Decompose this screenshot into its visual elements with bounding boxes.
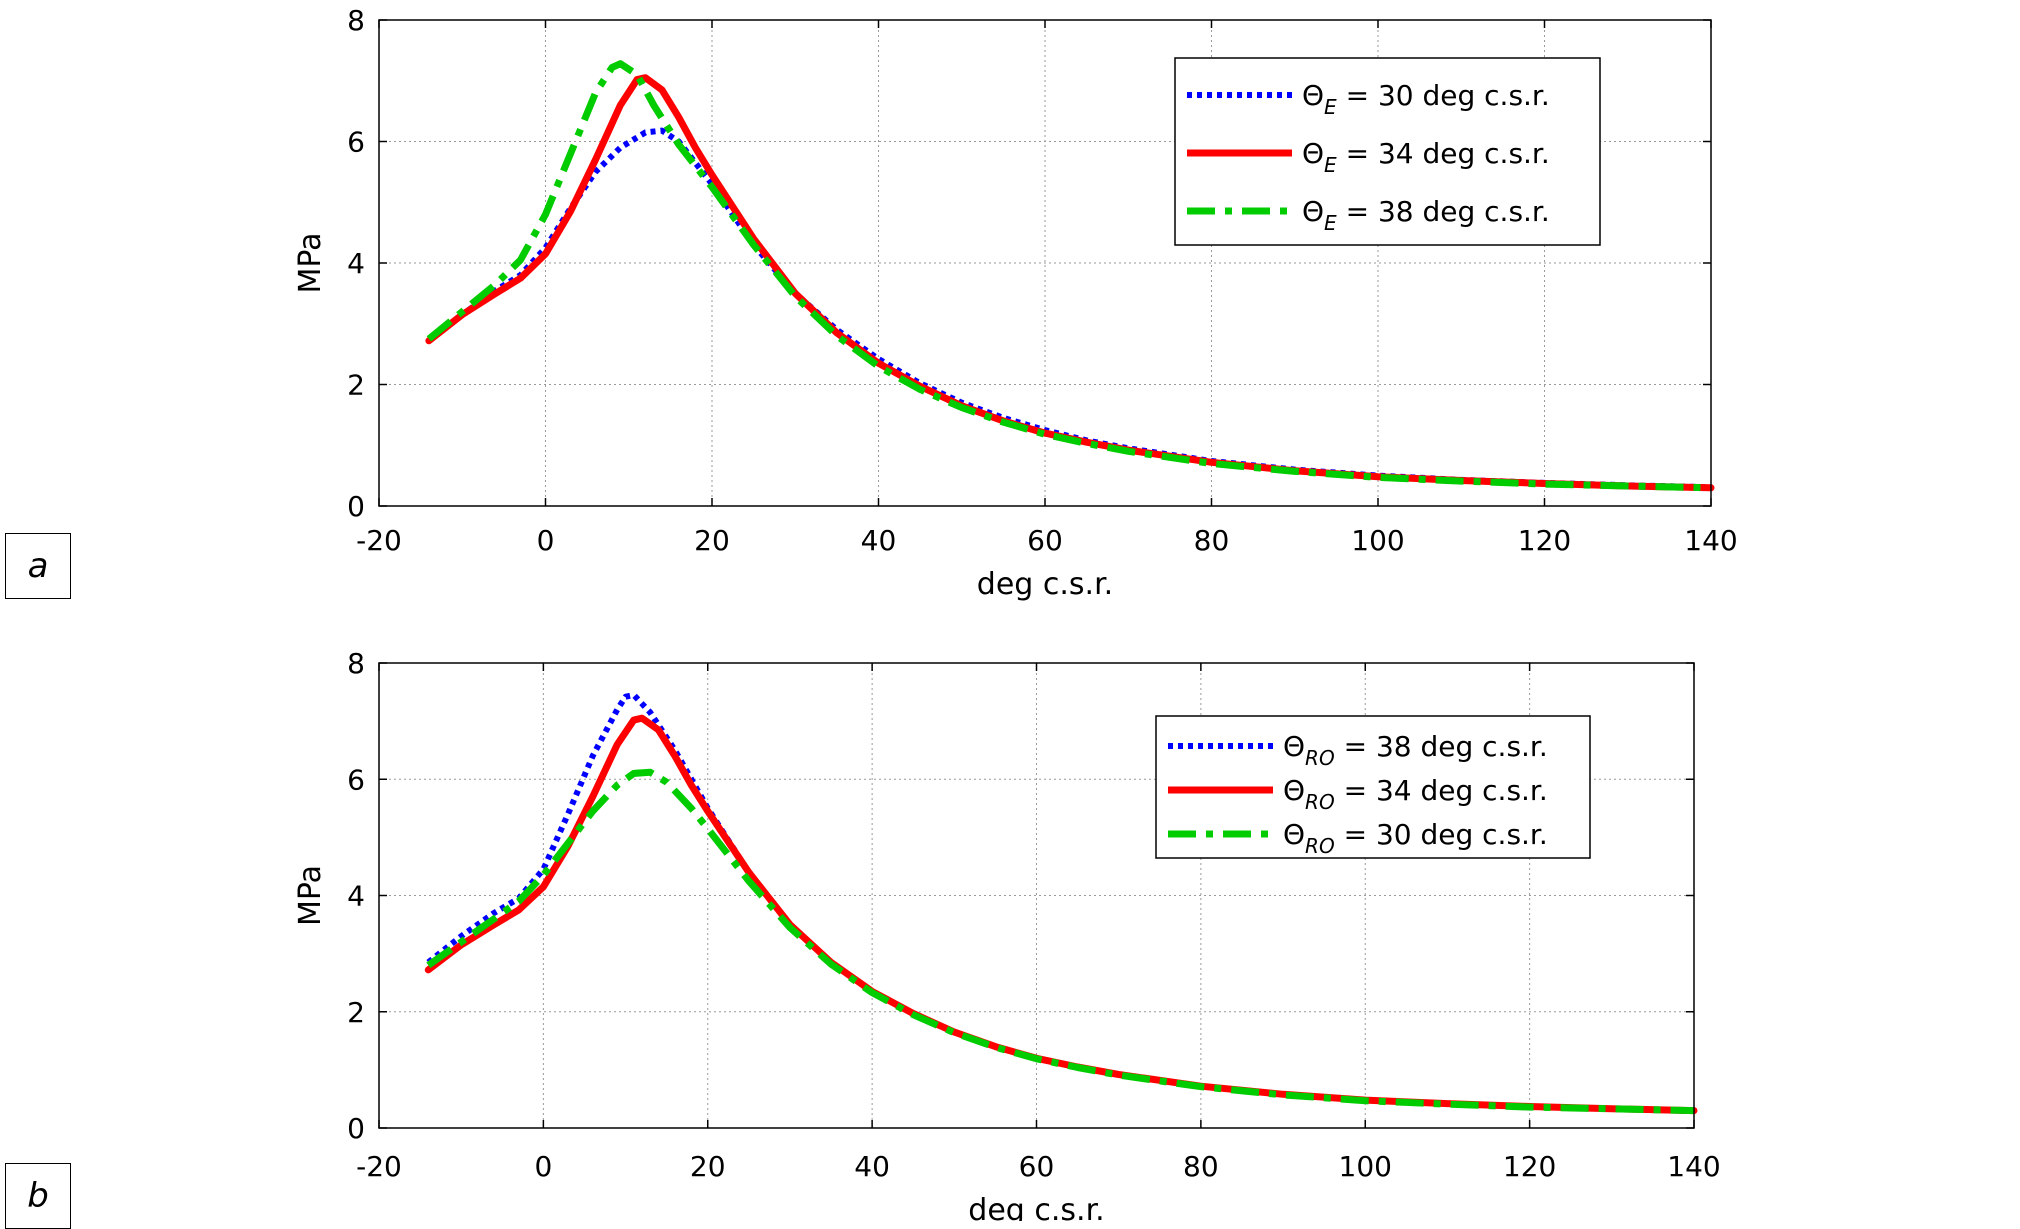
x-tick-label: 140 (1684, 524, 1737, 557)
legend-label: ΘE = 30 deg c.s.r. (1302, 79, 1550, 119)
x-tick-label: 100 (1339, 1150, 1392, 1183)
y-tick-label: 4 (347, 247, 365, 280)
x-tick-label: -20 (356, 1150, 402, 1183)
legend: ΘE = 30 deg c.s.r. ΘE = 34 deg c.s.r. ΘE =… (1174, 57, 1601, 246)
x-tick-label: 100 (1351, 524, 1404, 557)
y-tick-label: 0 (347, 1112, 365, 1145)
x-tick-label: 0 (534, 1150, 552, 1183)
x-tick-label: 80 (1194, 524, 1230, 557)
x-tick-label: 40 (861, 524, 897, 557)
x-tick-label: 20 (690, 1150, 726, 1183)
series-line (426, 60, 1712, 492)
y-axis-label: MPa (293, 232, 328, 293)
legend: ΘRO = 38 deg c.s.r.ΘRO = 34 deg c.s.r.ΘR… (1155, 715, 1591, 859)
x-tick-label: 140 (1667, 1150, 1720, 1183)
y-tick-label: 4 (347, 880, 365, 913)
panel-label-a: a (5, 533, 71, 599)
legend-label: ΘE = 38 deg c.s.r. (1302, 195, 1550, 235)
x-tick-label: 40 (854, 1150, 890, 1183)
y-tick-label: 6 (347, 763, 365, 796)
x-tick-label: -20 (356, 524, 402, 557)
chart-b: -20 0 20 40 60 80 100 120 140 0 2 4 6 8 deg c.s.r. MPa Θ… (293, 647, 1721, 1221)
y-tick-label: 8 (347, 4, 365, 37)
y-tick-label: 2 (347, 369, 365, 402)
legend-label: ΘRO = 30 deg c.s.r. (1283, 818, 1548, 858)
y-tick-label: 6 (347, 126, 365, 159)
x-tick-label: 120 (1503, 1150, 1556, 1183)
legend-label: ΘRO = 34 deg c.s.r. (1283, 774, 1548, 814)
y-tick-label: 0 (347, 490, 365, 523)
x-tick-label: 80 (1183, 1150, 1219, 1183)
y-axis-label: MPa (293, 865, 328, 926)
x-tick-label: 0 (537, 524, 555, 557)
x-tick-label: 120 (1518, 524, 1571, 557)
panel-label-b: b (5, 1163, 71, 1229)
x-axis-label: deg c.s.r. (968, 1193, 1104, 1221)
x-axis-label: deg c.s.r. (977, 567, 1113, 602)
x-tick-label: 60 (1027, 524, 1063, 557)
legend-label: ΘRO = 38 deg c.s.r. (1283, 730, 1548, 770)
series-line (426, 768, 1695, 1115)
y-tick-label: 8 (347, 647, 365, 680)
y-tick-label: 2 (347, 996, 365, 1029)
legend-label: ΘE = 34 deg c.s.r. (1302, 137, 1550, 177)
x-tick-label: 60 (1019, 1150, 1055, 1183)
x-tick-label: 20 (694, 524, 730, 557)
